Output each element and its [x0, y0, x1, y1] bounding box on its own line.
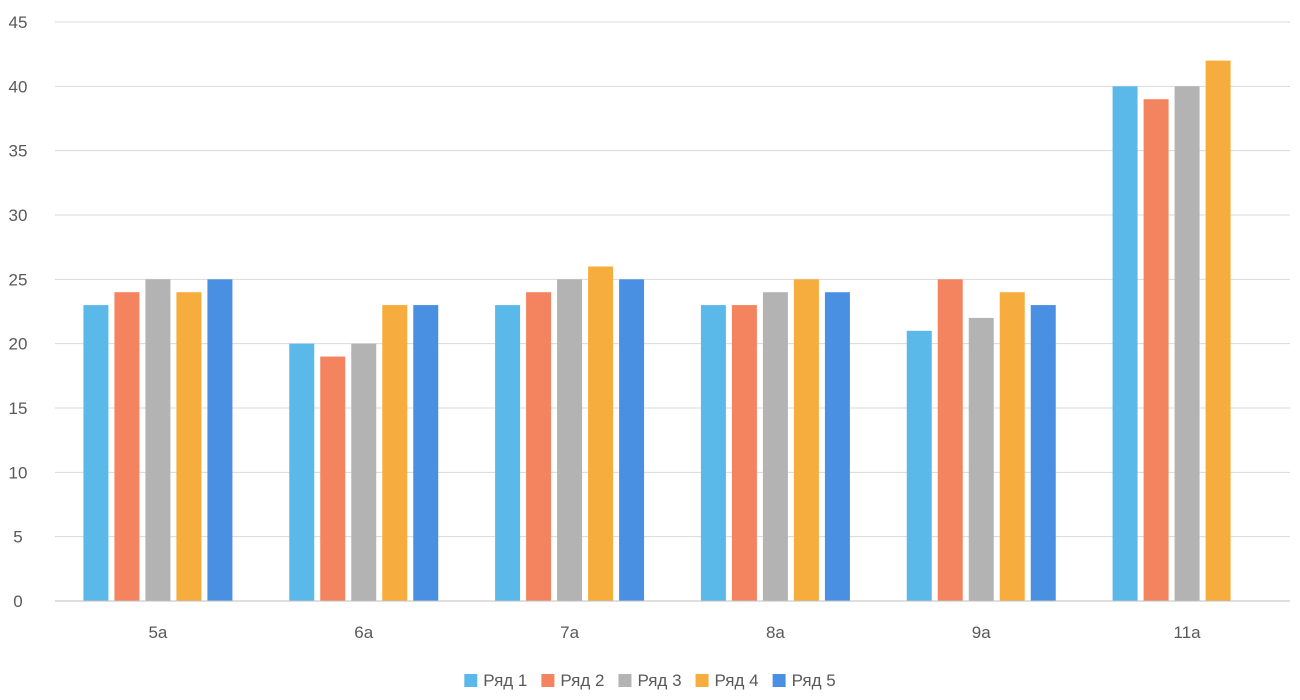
y-axis-tick-labels: 0 5 10 15 20 25 30 35 40 45 — [9, 13, 28, 611]
x-tick-label: 6а — [354, 623, 373, 642]
x-axis: 5а 6а 7а 8а 9а 11а — [55, 600, 1290, 642]
bar — [176, 292, 202, 601]
bar — [1174, 86, 1200, 602]
bar — [495, 305, 521, 601]
y-tick-label: 35 — [9, 142, 28, 161]
y-tick-label: 10 — [9, 463, 28, 482]
x-tick-label: 5а — [148, 623, 167, 642]
bar — [557, 279, 583, 601]
bar — [1205, 60, 1231, 602]
bar — [1112, 86, 1138, 602]
bar — [824, 292, 850, 601]
legend-swatch — [695, 674, 709, 687]
bar — [731, 305, 757, 601]
bar — [351, 343, 377, 601]
bar — [999, 292, 1025, 601]
bar — [145, 279, 171, 601]
bar — [413, 305, 439, 601]
bar — [588, 266, 614, 601]
bar — [1143, 99, 1169, 601]
bar — [619, 279, 645, 601]
legend-label: Ряд 3 — [637, 671, 681, 690]
y-tick-label: 30 — [9, 206, 28, 225]
x-tick-label: 8а — [766, 623, 785, 642]
bar — [793, 279, 819, 601]
y-tick-label: 15 — [9, 399, 28, 418]
legend-swatch — [541, 674, 555, 687]
bar — [207, 279, 233, 601]
gridlines — [55, 21, 1290, 538]
y-tick-label: 20 — [9, 335, 28, 354]
x-tick-label: 9а — [972, 623, 991, 642]
y-tick-label: 40 — [9, 77, 28, 96]
x-tick-label: 7а — [560, 623, 579, 642]
legend-label: Ряд 4 — [715, 671, 759, 690]
y-tick-label: 5 — [13, 528, 22, 547]
bar — [526, 292, 552, 601]
legend-label: Ряд 1 — [483, 671, 527, 690]
y-tick-label: 45 — [9, 13, 28, 32]
legend-swatch — [618, 674, 632, 687]
legend-label: Ряд 2 — [560, 671, 604, 690]
bars — [83, 60, 1231, 602]
bar — [762, 292, 788, 601]
bar — [289, 343, 315, 601]
bar — [114, 292, 140, 601]
bar — [968, 317, 994, 601]
y-tick-label: 25 — [9, 270, 28, 289]
bar — [83, 305, 109, 601]
legend-swatch — [464, 674, 478, 687]
y-tick-label: 0 — [13, 592, 22, 611]
bar — [906, 330, 932, 601]
bar — [1030, 305, 1056, 601]
legend-swatch — [772, 674, 786, 687]
bar — [382, 305, 408, 601]
bar — [700, 305, 726, 601]
legend-label: Ряд 5 — [792, 671, 836, 690]
bar — [320, 356, 346, 601]
x-tick-label: 11а — [1174, 623, 1202, 642]
bar — [937, 279, 963, 601]
legend: Ряд 1 Ряд 2 Ряд 3 Ряд 4 Ряд 5 — [464, 671, 836, 690]
